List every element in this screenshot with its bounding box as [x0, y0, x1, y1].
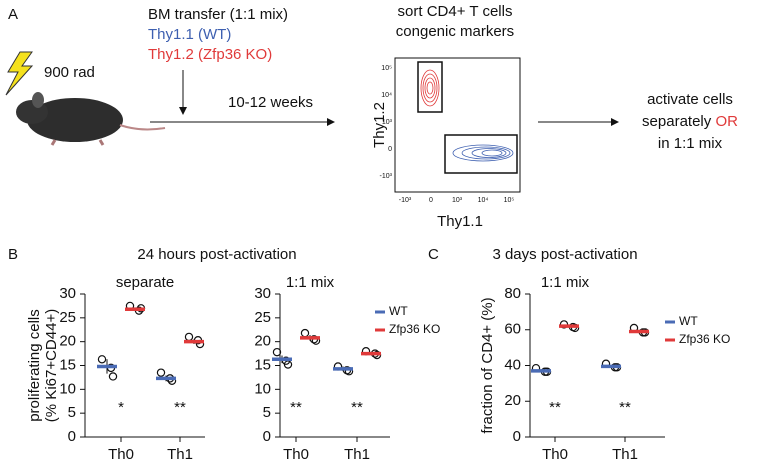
significance: ** [290, 399, 302, 416]
wt-label: Thy1.1 (WT) [148, 26, 231, 43]
y-tick-label: 10 [59, 380, 76, 397]
panel-label: A [8, 6, 18, 23]
y-tick-label: 10 [254, 380, 271, 397]
y-tick-label: 80 [504, 285, 521, 302]
y-tick-label: 0 [263, 428, 271, 445]
data-point [570, 323, 580, 333]
x-tick-label: Th1 [167, 446, 193, 463]
dose: 900 rad [44, 64, 95, 81]
x-tick-label: Th0 [108, 446, 134, 463]
y-tick-label: 40 [504, 356, 521, 373]
y-tick-label: 20 [254, 333, 271, 350]
panel-label: B [8, 246, 18, 263]
data-point [559, 320, 569, 329]
x-tick-label: Th1 [612, 446, 638, 463]
mouse-icon [16, 92, 166, 146]
flow-tick-label: 10⁵ [381, 65, 392, 72]
y-tick-label: 0 [513, 428, 521, 445]
blue-contours [452, 144, 514, 162]
legend-label: Zfp36 KO [389, 322, 440, 336]
legend-label: Zfp36 KO [679, 332, 730, 346]
legend-label: WT [679, 314, 698, 328]
significance: ** [174, 399, 186, 416]
y-tick-label: 20 [59, 333, 76, 350]
data-point [300, 328, 310, 338]
y-tick-label: 5 [263, 404, 271, 421]
sort-text: sort CD4+ T cells [398, 3, 513, 20]
x-tick-label: Th0 [283, 446, 309, 463]
gate [444, 134, 518, 174]
y-axis-label: (% Ki67+CD44+) [43, 309, 60, 422]
x-tick-label: Th0 [542, 446, 568, 463]
data-point [97, 355, 107, 364]
x-tick-label: Th1 [344, 446, 370, 463]
data-point [108, 372, 118, 381]
flow-xlabel: Thy1.1 [437, 213, 483, 230]
activate-text: separately [642, 113, 712, 130]
legend-label: WT [389, 304, 408, 318]
y-tick-label: 60 [504, 321, 521, 338]
gate [417, 61, 443, 113]
y-tick-label: 30 [59, 285, 76, 302]
time: 10-12 weeks [228, 94, 313, 111]
activate-text: in 1:1 mix [658, 135, 723, 152]
radiation-icon [5, 51, 34, 96]
activate-text: separately OR [642, 113, 738, 130]
y-tick-label: 25 [59, 309, 76, 326]
significance: * [118, 399, 124, 416]
transfer: BM transfer (1:1 mix) [148, 6, 288, 23]
flow-tick-label: 0 [429, 197, 433, 204]
flow-tick-label: 0 [388, 146, 392, 153]
flow-tick-label: 10⁵ [504, 197, 515, 204]
flow-plot [394, 57, 521, 193]
significance: ** [351, 399, 363, 416]
chart-title: 1:1 mix [286, 274, 335, 291]
y-tick-label: 5 [68, 404, 76, 421]
y-tick-label: 25 [254, 309, 271, 326]
flow-tick-label: -10³ [380, 173, 393, 180]
data-point [184, 332, 194, 342]
flow-ylabel: Thy1.2 [371, 102, 388, 148]
y-axis-label: fraction of CD4+ (%) [479, 297, 496, 433]
significance: ** [619, 399, 631, 416]
y-tick-label: 15 [59, 356, 76, 373]
data-point [272, 347, 282, 357]
flow-tick-label: 10⁴ [381, 92, 392, 99]
chart-title: 1:1 mix [541, 274, 590, 291]
panel-header: 3 days post-activation [492, 246, 637, 263]
flow-tick-label: 10³ [382, 119, 393, 126]
sort-text: congenic markers [396, 23, 514, 40]
y-tick-label: 30 [254, 285, 271, 302]
red-contours [420, 69, 440, 107]
chart-title: separate [116, 274, 174, 291]
y-tick-label: 15 [254, 356, 271, 373]
panel-label: C [428, 246, 439, 263]
significance: ** [549, 399, 561, 416]
flow-tick-label: 10³ [452, 197, 463, 204]
or-text: OR [715, 113, 738, 130]
activate-text: activate cells [647, 91, 733, 108]
y-tick-label: 20 [504, 392, 521, 409]
y-axis-label: proliferating cells [26, 309, 43, 422]
flow-tick-label: -10³ [399, 197, 412, 204]
panel-header: 24 hours post-activation [137, 246, 296, 263]
ko-label: Thy1.2 (Zfp36 KO) [148, 46, 272, 63]
flow-tick-label: 10⁴ [478, 197, 489, 204]
y-tick-label: 0 [68, 428, 76, 445]
data-point [156, 368, 166, 377]
